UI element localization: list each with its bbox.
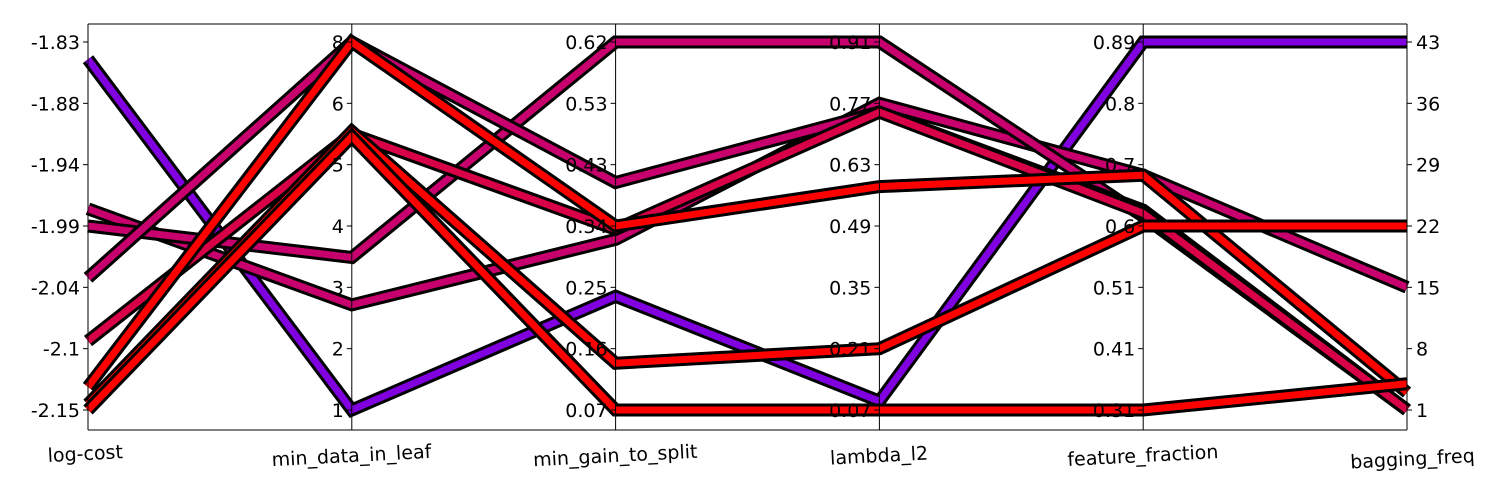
tick-label: 2 [332, 339, 344, 361]
tick-label: 0.8 [1105, 93, 1135, 115]
series-line-1 [82, 35, 1407, 418]
tick-label: -2.1 [43, 339, 80, 361]
tick-label: -2.15 [31, 400, 80, 422]
tick-label: -1.88 [31, 93, 80, 115]
tick-label: 1 [332, 400, 344, 422]
axis-lambda_l2: 0.91 0.77 0.63 0.49 0.35 0.21 0.07 lambda_l2 [829, 24, 929, 470]
tick-label: 0.34 [565, 216, 607, 238]
series-stroke [85, 37, 1410, 396]
tick-label: 0.31 [1093, 400, 1135, 422]
series-stroke [85, 38, 1407, 415]
axis-label: min_data_in_leaf [271, 441, 433, 471]
tick-label: 5 [332, 155, 344, 177]
tick-label: 0.63 [829, 155, 871, 177]
tick-label: 3 [332, 277, 344, 299]
tick-label: 29 [1416, 155, 1440, 177]
series-line-6 [82, 33, 1412, 398]
tick-label: 36 [1416, 93, 1440, 115]
tick-label: -2.04 [31, 277, 80, 299]
tick-label: 0.25 [565, 277, 607, 299]
tick-label: -1.83 [31, 32, 80, 54]
tick-label: 0.6 [1105, 216, 1135, 238]
series-stroke [85, 131, 1408, 414]
tick-label: 0.62 [565, 32, 607, 54]
series-stroke [85, 108, 1410, 413]
tick-label: 4 [332, 216, 344, 238]
axis-label: min_gain_to_split [533, 441, 698, 472]
tick-label: 0.07 [829, 400, 871, 422]
axis-label: bagging_freq [1350, 445, 1476, 473]
tick-label: 0.53 [565, 93, 607, 115]
series-lines [82, 33, 1412, 418]
axis-feature_fraction: 0.89 0.8 0.7 0.6 0.51 0.41 0.31 feature_fractio… [1067, 24, 1219, 471]
tick-label: -1.94 [31, 155, 80, 177]
axis-label: log-cost [47, 441, 123, 467]
tick-label: 8 [332, 32, 344, 54]
tick-label: 15 [1416, 277, 1440, 299]
tick-label: 0.51 [1093, 277, 1135, 299]
axis-bagging_freq: 43 36 29 22 15 8 1 bagging_freq [1350, 24, 1476, 474]
tick-label: 0.91 [829, 32, 871, 54]
tick-label: 0.77 [829, 93, 871, 115]
tick-label: 0.07 [565, 400, 607, 422]
tick-label: 43 [1416, 32, 1440, 54]
tick-label: 6 [332, 93, 344, 115]
tick-label: 0.21 [829, 339, 871, 361]
series-line-5 [83, 105, 1411, 416]
tick-label: 0.41 [1093, 339, 1135, 361]
tick-label: 0.89 [1093, 32, 1135, 54]
axes: -1.83 -1.88 -1.94 -1.99 -2.04 -2.1 -2.15 log-co… [31, 24, 1475, 474]
tick-label: 1 [1416, 400, 1428, 422]
tick-label: -1.99 [31, 216, 80, 238]
axis-log-cost: -1.83 -1.88 -1.94 -1.99 -2.04 -2.1 -2.15 log-co… [31, 24, 123, 467]
tick-label: 22 [1416, 216, 1440, 238]
tick-label: 0.49 [829, 216, 871, 238]
axis-label: lambda_l2 [830, 442, 929, 469]
tick-label: 0.35 [829, 277, 871, 299]
tick-label: 0.7 [1105, 155, 1135, 177]
series-line-8 [83, 127, 1408, 417]
tick-label: 0.43 [565, 155, 607, 177]
plot-frame [88, 23, 1407, 431]
tick-label: 8 [1416, 339, 1428, 361]
axis-label: feature_fraction [1067, 441, 1219, 471]
tick-label: 0.16 [565, 339, 607, 361]
